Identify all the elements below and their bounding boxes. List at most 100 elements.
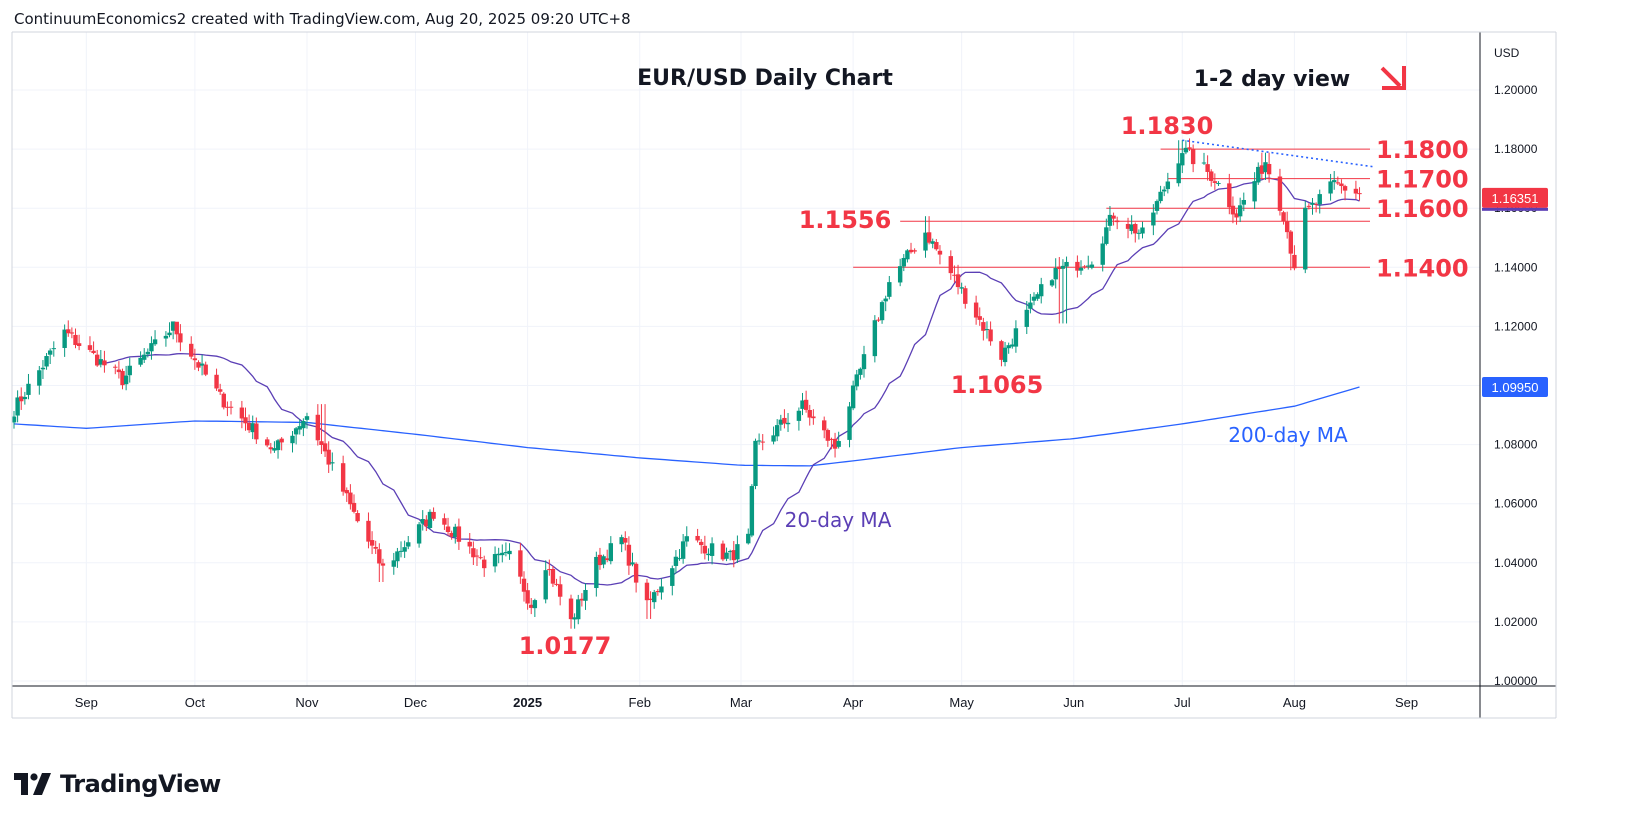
candle-up [152,339,158,345]
candle-down [1342,186,1348,191]
candle-down [1187,147,1192,149]
candle-up [684,536,689,542]
axes-layer: 1.000001.020001.040001.060001.080001.100… [11,31,1557,719]
candle-up [37,370,42,386]
candle-up [398,550,404,552]
candle-up [879,302,885,321]
candle-down [829,438,834,440]
candle-up [98,359,104,365]
candle-up [1060,265,1066,269]
candle-down [214,374,219,389]
candle-down [720,543,726,560]
y-tick-label: 1.12000 [1494,319,1538,333]
ma200-line [13,386,1360,467]
candle-up [22,396,28,400]
candle-up [301,420,306,429]
candle-down [912,250,917,252]
candle-down [94,354,100,366]
candle-up [1006,345,1011,349]
x-tick-label: Apr [843,695,864,710]
candle-up [1028,302,1033,309]
candle-up [40,367,46,370]
candle-up [127,365,132,376]
candle-down [174,321,179,335]
candle-up [123,375,129,385]
candle-up [290,435,295,444]
ma200-label: 200-day MA [1228,423,1348,447]
candle-down [189,343,194,357]
candle-down [525,590,530,604]
candle-up [496,553,501,556]
candle-up [608,543,614,562]
candle-down [963,288,968,304]
candle-down [243,417,248,424]
candle-up [1129,224,1134,231]
candle-down [832,438,838,449]
candle-up [724,552,729,559]
candle-down [254,423,259,440]
candle-down [626,544,632,566]
candle-down [203,364,208,375]
candle-up [905,250,910,260]
candle-up [1031,296,1037,301]
candle-up [630,562,635,565]
x-tick-label: Mar [730,695,753,710]
candle-up [1064,261,1069,267]
candle-up [576,599,581,620]
candle-down [782,417,787,424]
candle-down [217,389,223,392]
candle-down [623,537,628,543]
candle-down [424,519,429,527]
candle-up [1154,201,1160,211]
candle-up [583,589,588,601]
candle-up [858,368,863,375]
candle-down [91,350,96,354]
candle-up [836,441,841,447]
candle-down [1313,203,1319,205]
candle-down [377,549,382,564]
candle-down [326,449,331,465]
candle-down [196,362,201,368]
candle-down [981,322,986,331]
candle-up [1104,227,1109,244]
candle-up [15,397,20,416]
candle-up [163,335,169,339]
candle-down [1339,183,1344,187]
candle-down [1335,182,1341,184]
candle-down [1277,176,1283,211]
candle-down [239,407,245,419]
candle-up [1024,309,1029,327]
candle-up [391,560,396,567]
candle-down [811,416,816,419]
candle-down [952,274,957,276]
candle-down [1353,188,1359,194]
candle-down [380,563,386,566]
ma200-price-badge [1482,376,1548,397]
candle-down [1212,181,1218,183]
candle-down [192,358,198,361]
candle-up [673,556,679,566]
candle-down [442,518,447,525]
candle-down [937,250,943,255]
candle-up [1216,183,1221,185]
candle-up [145,351,151,355]
candle-up [1100,243,1105,265]
candle-down [547,569,552,571]
candle-down [73,334,78,345]
candle-up [406,542,411,547]
candle-down [1292,254,1297,269]
candle-up [1086,265,1091,267]
candle-up [659,586,664,593]
candle-down [1230,205,1236,215]
candle-down [702,545,708,554]
candle-up [774,425,780,437]
candle-up [51,348,56,350]
tradingview-logo[interactable]: TradingView [14,770,221,798]
candle-up [272,448,277,451]
candle-down [87,345,93,350]
candle-up [1089,264,1095,268]
candle-up [746,533,751,544]
candle-down [246,422,252,431]
